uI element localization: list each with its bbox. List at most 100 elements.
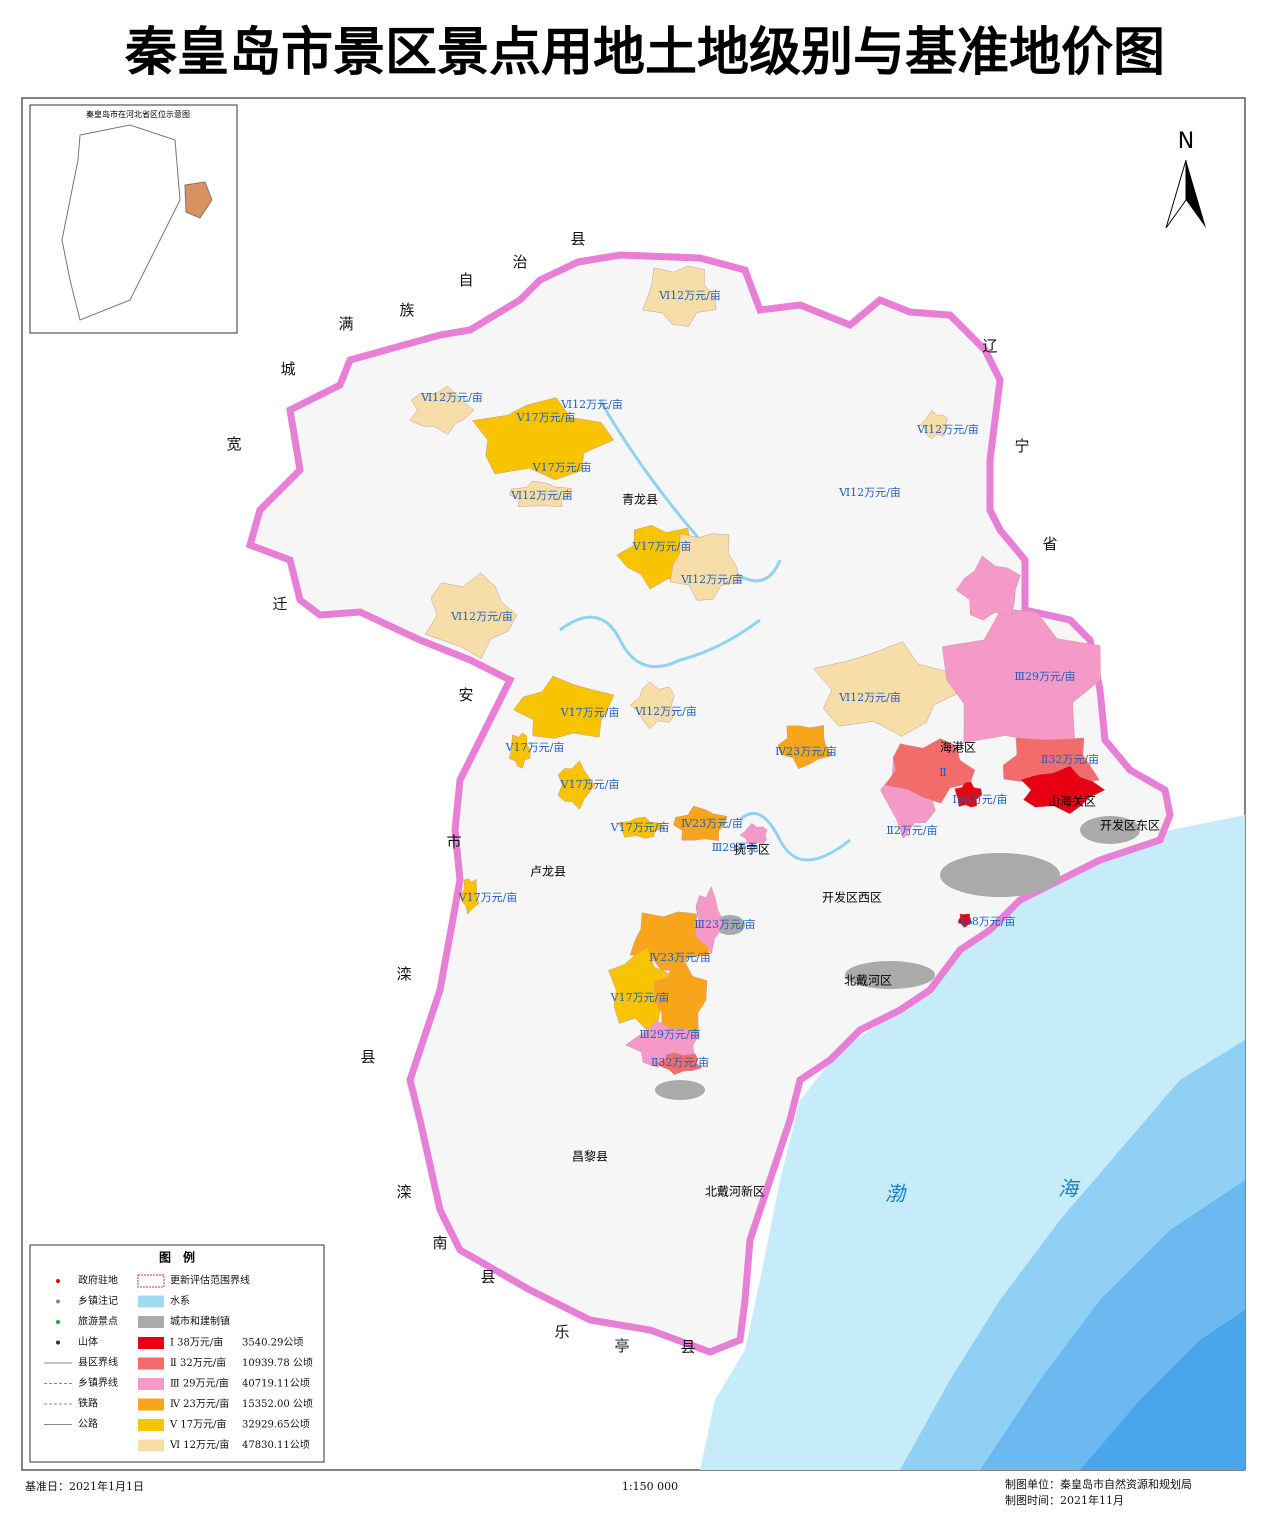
legend-swatch (138, 1337, 164, 1349)
legend-symbol (56, 1340, 60, 1345)
legend-label: 10939.78 公顷 (242, 1357, 313, 1369)
price-zone (739, 823, 768, 847)
legend-label: 山体 (78, 1336, 98, 1348)
zone-label: Ⅴ17万元/亩 (610, 990, 670, 1004)
zone-label: Ⅲ29万元 (712, 841, 759, 854)
legend-swatch (138, 1378, 164, 1390)
legend-label: 乡镇界线 (78, 1376, 118, 1389)
neighbor-label: 宽 (226, 435, 241, 453)
neighbor-label: 滦 (396, 965, 411, 983)
district-label: 开发区东区 (1100, 818, 1160, 833)
price-zone (955, 555, 1021, 621)
neighbor-label: 省 (1042, 535, 1057, 553)
district-label: 北戴河新区 (705, 1184, 765, 1199)
inset-title: 秦皇岛市在河北省区位示意图 (86, 109, 190, 119)
zone-label: Ⅴ17万元/亩 (610, 820, 670, 834)
price-zone (919, 410, 948, 439)
neighbor-label: 满 (338, 315, 353, 333)
neighbor-label: 宁 (1014, 437, 1029, 455)
legend-swatch (138, 1419, 164, 1431)
map-unit: 制图单位：秦皇岛市自然资源和规划局 (1005, 1477, 1192, 1491)
legend-label: Ⅰ 38万元/亩 (170, 1336, 223, 1349)
neighbor-label: 市 (446, 833, 461, 851)
neighbor-label: 县 (570, 230, 585, 248)
zone-label: Ⅵ12万元/亩 (916, 422, 979, 436)
price-zone (509, 480, 572, 507)
price-zone (673, 805, 728, 841)
neighbor-label: 县 (680, 1338, 695, 1356)
price-zone (471, 397, 615, 481)
district-label: 抚宁区 (734, 842, 770, 857)
price-zone (1020, 765, 1106, 815)
zone-label: Ⅲ29万元/亩 (1014, 669, 1075, 683)
legend-label: 乡镇注记 (78, 1294, 118, 1307)
price-zone (513, 675, 615, 739)
district-label: 卢龙县 (530, 864, 566, 879)
zone-label: Ⅲ29万元/亩 (639, 1027, 700, 1041)
inset-map: 秦皇岛市在河北省区位示意图 (29, 104, 238, 334)
legend-swatch (138, 1398, 164, 1411)
legend-label: Ⅲ 29万元/亩 (170, 1377, 229, 1390)
price-zone (655, 1052, 703, 1075)
north-label: N (1178, 129, 1194, 154)
price-zone (616, 816, 665, 839)
neighbor-label: 滦 (396, 1183, 411, 1201)
zone-label: Ⅵ12万元/亩 (634, 704, 697, 718)
district-label: 昌黎县 (572, 1150, 608, 1164)
legend-label: Ⅱ 32万元/亩 (170, 1356, 226, 1369)
zone-label: Ⅳ23万元/亩 (649, 950, 711, 964)
map-title: 秦皇岛市景区景点用地土地级别与基准地价图 (124, 23, 1165, 83)
price-zone (508, 732, 531, 769)
price-zone (777, 725, 833, 770)
zone-label: Ⅵ12万元/亩 (560, 397, 623, 411)
district-label: 海港区 (940, 740, 976, 755)
zone-label: Ⅳ23万元/亩 (775, 744, 837, 758)
legend-label: 40719.11公顷 (242, 1378, 310, 1390)
price-zone (813, 641, 966, 737)
legend-symbol (56, 1279, 60, 1283)
legend-symbol (56, 1320, 60, 1324)
legend-swatch (137, 1274, 165, 1288)
neighbor-label: 县 (480, 1268, 495, 1286)
district-label: 青龙县 (622, 493, 658, 507)
legend-label: 3540.29公顷 (242, 1337, 303, 1349)
neighbor-label: 乐 (554, 1323, 569, 1341)
sea (700, 815, 1245, 1470)
price-zone (954, 781, 983, 808)
legend-symbol (56, 1299, 60, 1304)
price-zones (409, 265, 1106, 1075)
price-zone (669, 533, 741, 601)
neighbor-label: 辽 (982, 337, 997, 355)
neighbor-label: 南 (432, 1234, 447, 1252)
legend-label: Ⅵ 12万元/亩 (169, 1438, 229, 1451)
zone-label: Ⅱ2万元/亩 (886, 823, 937, 837)
price-zone (642, 265, 717, 327)
legend-label: 政府驻地 (78, 1274, 118, 1287)
base-date: 基准日：2021年1月1日 (25, 1479, 144, 1493)
price-zone (557, 760, 596, 810)
zone-label: Ⅴ17万元/亩 (458, 890, 518, 904)
neighbor-label: 县 (360, 1048, 375, 1066)
north-arrow: N (1165, 129, 1206, 229)
price-zone (425, 572, 518, 660)
city-boundary (245, 251, 1174, 1356)
zone-label: Ⅵ12万元/亩 (838, 485, 901, 499)
map-date: 制图时间：2021年11月 (1005, 1493, 1124, 1507)
zone-label: Ⅴ17万元/亩 (516, 410, 576, 424)
price-zone (694, 886, 723, 955)
zone-label: Ⅰ38万元/亩 (952, 792, 1007, 806)
zone-label: Ⅵ12万元/亩 (680, 572, 743, 586)
zone-label: Ⅳ23万元/亩 (681, 816, 743, 830)
district-label: 开发区西区 (822, 890, 882, 905)
district-label: 山海关区 (1048, 794, 1096, 809)
neighbor-label: 亭 (614, 1337, 629, 1355)
zone-label: Ⅴ17万元/亩 (560, 777, 620, 791)
price-zone (957, 913, 973, 928)
legend-swatch (138, 1439, 164, 1452)
price-zone (460, 878, 480, 915)
zone-label: Ⅲ23万元/亩 (694, 917, 755, 931)
district-label: 北戴河区 (844, 973, 892, 988)
zone-label: Ⅵ12万元/亩 (658, 288, 721, 302)
